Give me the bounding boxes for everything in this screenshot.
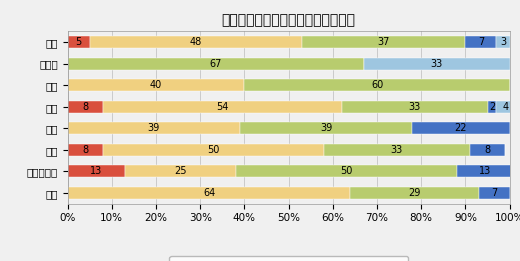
Bar xyxy=(457,165,514,177)
Text: 13: 13 xyxy=(90,166,102,176)
Text: 5: 5 xyxy=(75,37,82,47)
Bar xyxy=(497,36,510,48)
Text: 60: 60 xyxy=(371,80,383,90)
Bar xyxy=(302,36,465,48)
Text: 64: 64 xyxy=(203,188,215,198)
Bar xyxy=(103,144,324,156)
Text: 54: 54 xyxy=(216,102,228,112)
Text: 40: 40 xyxy=(150,80,162,90)
Bar xyxy=(125,165,236,177)
Bar xyxy=(497,101,514,112)
Text: 8: 8 xyxy=(485,145,490,155)
Bar xyxy=(103,101,342,112)
Text: 3: 3 xyxy=(500,37,506,47)
Bar xyxy=(350,187,479,199)
Bar xyxy=(479,187,510,199)
Bar xyxy=(364,58,510,69)
Bar xyxy=(68,79,244,91)
Bar xyxy=(470,144,505,156)
Text: 67: 67 xyxy=(210,59,222,69)
Bar xyxy=(465,36,497,48)
Bar xyxy=(324,144,470,156)
Text: 33: 33 xyxy=(408,102,421,112)
Text: 48: 48 xyxy=(190,37,202,47)
Text: 22: 22 xyxy=(454,123,467,133)
Text: 2: 2 xyxy=(489,102,495,112)
Bar xyxy=(240,122,412,134)
Bar xyxy=(68,101,103,112)
Text: 25: 25 xyxy=(174,166,187,176)
Text: 7: 7 xyxy=(491,188,497,198)
Text: 8: 8 xyxy=(82,102,88,112)
Text: 33: 33 xyxy=(391,145,403,155)
Text: 33: 33 xyxy=(431,59,443,69)
Bar xyxy=(68,165,125,177)
Text: 50: 50 xyxy=(340,166,352,176)
Title: 経営者の供給意欲について（割合）: 経営者の供給意欲について（割合） xyxy=(222,13,356,27)
Text: 39: 39 xyxy=(148,123,160,133)
Text: 13: 13 xyxy=(479,166,491,176)
Text: 50: 50 xyxy=(207,145,219,155)
Bar xyxy=(68,144,103,156)
Text: 39: 39 xyxy=(320,123,332,133)
Text: 7: 7 xyxy=(478,37,484,47)
Bar xyxy=(236,165,457,177)
Legend: かなり強い, 強い, 普通, やや弱い, 弱い: かなり強い, 強い, 普通, やや弱い, 弱い xyxy=(170,256,408,261)
Bar xyxy=(342,101,488,112)
Bar xyxy=(68,187,350,199)
Bar xyxy=(68,36,90,48)
Bar xyxy=(90,36,302,48)
Bar xyxy=(244,79,510,91)
Text: 29: 29 xyxy=(408,188,421,198)
Bar xyxy=(68,58,364,69)
Bar xyxy=(412,122,510,134)
Bar xyxy=(68,122,240,134)
Bar xyxy=(488,101,496,112)
Text: 8: 8 xyxy=(82,145,88,155)
Text: 37: 37 xyxy=(378,37,390,47)
Text: 4: 4 xyxy=(502,102,508,112)
